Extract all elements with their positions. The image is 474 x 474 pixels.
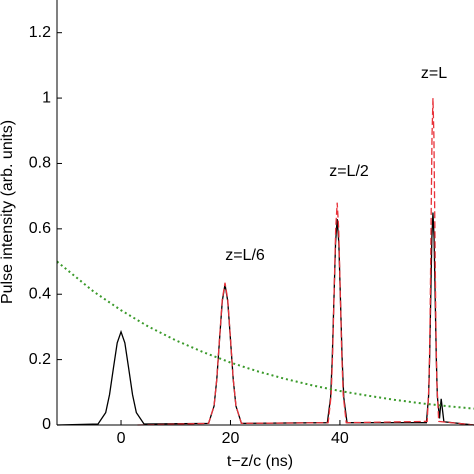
x-axis-label: t−z/c (ns) xyxy=(227,453,293,470)
y-tick-label: 0 xyxy=(42,416,51,433)
annotation: z=L/6 xyxy=(225,247,265,264)
y-tick-label: 0.4 xyxy=(29,285,51,302)
y-tick-label: 0.8 xyxy=(29,155,51,172)
y-tick-label: 0.6 xyxy=(29,220,51,237)
y-axis-label: Pulse intensity (arb. units) xyxy=(0,120,16,304)
y-tick-label: 1 xyxy=(42,89,51,106)
annotation: z=L/2 xyxy=(329,163,369,180)
series-line xyxy=(56,260,474,410)
series-line xyxy=(137,98,474,426)
y-tick-label: 0.2 xyxy=(29,351,51,368)
annotation: z=L xyxy=(421,65,447,82)
x-tick-label: 0 xyxy=(117,430,126,447)
series-line xyxy=(56,212,474,426)
y-tick-label: 1.2 xyxy=(29,24,51,41)
x-tick-label: 20 xyxy=(222,430,240,447)
x-tick-label: 40 xyxy=(331,430,349,447)
